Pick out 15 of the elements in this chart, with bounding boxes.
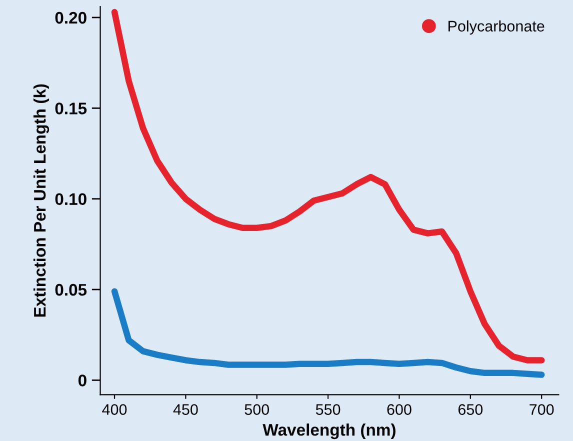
y-tick-label: 0.05 [55, 284, 87, 296]
legend-label: Polycarbonate [448, 20, 544, 35]
x-tick-label: 450 [173, 404, 198, 415]
x-tick-label: 600 [387, 404, 412, 415]
y-tick-label: 0.10 [55, 193, 86, 206]
x-axis-title: Wavelength (nm) [262, 424, 396, 440]
y-tick-label: 0.20 [55, 12, 86, 24]
x-tick-label: 400 [102, 404, 127, 415]
x-tick-label: 550 [316, 404, 340, 415]
y-axis-title: Extinction Per Unit Length (k) [33, 84, 50, 317]
y-tick-label: 0 [78, 374, 86, 386]
x-tick-label: 500 [244, 404, 270, 415]
x-tick-label: 650 [458, 404, 483, 415]
x-tick-label: 700 [530, 404, 554, 415]
y-tick-label: 0.15 [55, 102, 87, 114]
